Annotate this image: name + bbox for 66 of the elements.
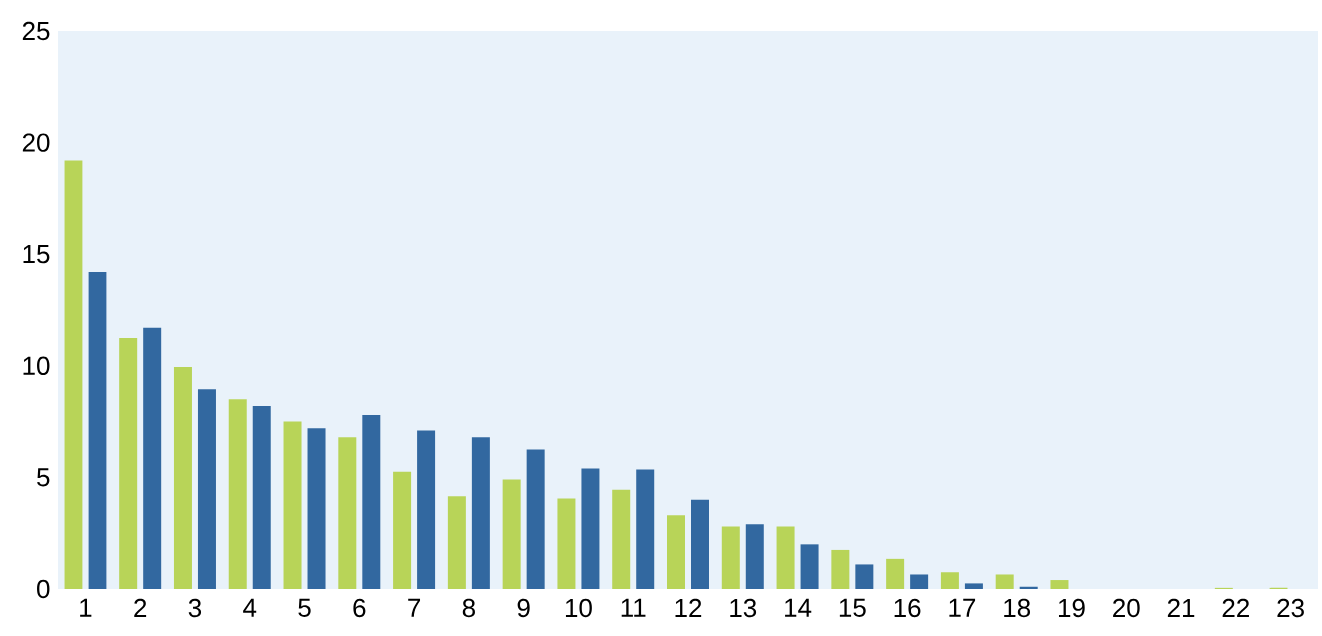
bar — [502, 479, 521, 589]
x-tick-label: 19 — [1058, 598, 1085, 618]
bar — [581, 468, 600, 589]
y-tick-label: 15 — [23, 245, 50, 264]
bar — [88, 272, 107, 589]
bar — [557, 498, 576, 589]
x-tick-label: 21 — [1167, 598, 1195, 617]
bar — [526, 449, 545, 589]
bar — [283, 421, 302, 589]
y-tick-label: 0 — [37, 579, 50, 599]
bar — [338, 437, 357, 589]
x-tick-label: 11 — [621, 598, 646, 617]
bar — [362, 414, 381, 589]
bar — [143, 327, 162, 589]
x-tick-label: 20 — [1113, 598, 1140, 618]
x-tick-label: 12 — [675, 598, 702, 617]
bar — [831, 549, 850, 589]
bar — [417, 430, 436, 589]
bar — [995, 574, 1014, 589]
y-tick-label: 20 — [22, 133, 50, 152]
x-tick-label: 4 — [243, 598, 257, 617]
x-tick-label: 5 — [298, 598, 311, 617]
y-tick-label: 10 — [23, 356, 50, 375]
bar — [612, 489, 631, 589]
y-tick-label: 5 — [37, 468, 50, 487]
bar — [940, 572, 959, 589]
bar — [691, 499, 709, 589]
x-tick-label: 17 — [949, 598, 976, 617]
bar — [855, 564, 874, 589]
bar — [745, 524, 764, 589]
x-tick-label: 14 — [785, 598, 812, 617]
bar — [119, 337, 138, 589]
bar — [471, 437, 490, 589]
bar — [1050, 580, 1069, 589]
bar — [228, 399, 247, 589]
bar — [64, 160, 83, 589]
x-tick-label: 23 — [1277, 598, 1304, 618]
bar — [636, 469, 655, 589]
bar — [197, 389, 216, 589]
x-tick-label: 1 — [80, 598, 92, 617]
bar — [307, 428, 326, 589]
bar — [910, 574, 929, 589]
bar — [800, 544, 819, 589]
x-tick-label: 15 — [839, 598, 866, 617]
x-tick-label: 9 — [517, 598, 530, 618]
x-tick-label: 2 — [134, 598, 147, 617]
bar — [447, 496, 466, 589]
x-tick-label: 6 — [353, 598, 366, 618]
y-tick-label: 25 — [22, 21, 50, 41]
x-tick-label: 18 — [1004, 598, 1031, 618]
bar — [776, 526, 795, 589]
bar — [886, 558, 905, 589]
bar — [393, 471, 412, 589]
bar — [252, 405, 271, 589]
bar — [667, 515, 685, 589]
x-tick-label: 7 — [408, 598, 421, 617]
x-tick-label: 16 — [894, 598, 921, 618]
x-tick-label: 3 — [188, 598, 202, 618]
bar — [721, 526, 740, 589]
x-tick-label: 8 — [462, 598, 475, 618]
bar — [173, 366, 192, 589]
x-tick-label: 22 — [1222, 598, 1249, 617]
x-tick-label: 13 — [730, 598, 757, 618]
x-tick-label: 10 — [565, 598, 592, 618]
bar — [964, 583, 983, 589]
bar — [1019, 586, 1038, 589]
